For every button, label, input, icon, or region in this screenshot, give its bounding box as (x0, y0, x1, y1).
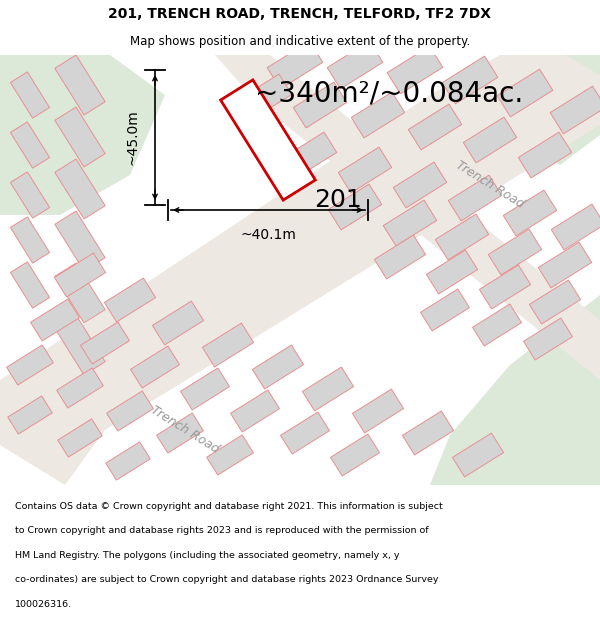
Text: Map shows position and indicative extent of the property.: Map shows position and indicative extent… (130, 35, 470, 48)
Polygon shape (215, 55, 600, 380)
Text: to Crown copyright and database rights 2023 and is reproduced with the permissio: to Crown copyright and database rights 2… (15, 526, 428, 535)
Polygon shape (538, 242, 592, 288)
Polygon shape (80, 322, 130, 364)
Polygon shape (55, 253, 106, 297)
Polygon shape (328, 184, 382, 230)
Polygon shape (497, 69, 553, 117)
Polygon shape (221, 80, 316, 200)
Polygon shape (479, 265, 530, 309)
Polygon shape (31, 299, 79, 341)
Text: co-ordinates) are subject to Crown copyright and database rights 2023 Ordnance S: co-ordinates) are subject to Crown copyr… (15, 575, 439, 584)
Text: ~45.0m: ~45.0m (125, 109, 139, 166)
Polygon shape (430, 295, 600, 485)
Polygon shape (55, 107, 105, 167)
Polygon shape (157, 413, 203, 453)
Polygon shape (181, 368, 229, 410)
Polygon shape (10, 217, 50, 263)
Polygon shape (238, 74, 292, 120)
Polygon shape (473, 304, 521, 346)
Polygon shape (338, 147, 392, 193)
Polygon shape (10, 122, 50, 168)
Text: Trench Road: Trench Road (149, 404, 221, 456)
Polygon shape (55, 159, 105, 219)
Polygon shape (529, 280, 581, 324)
Polygon shape (8, 396, 52, 434)
Polygon shape (253, 345, 304, 389)
Polygon shape (374, 235, 425, 279)
Polygon shape (427, 250, 478, 294)
Polygon shape (463, 117, 517, 163)
Polygon shape (435, 214, 489, 260)
Polygon shape (408, 104, 462, 150)
Text: HM Land Registry. The polygons (including the associated geometry, namely x, y: HM Land Registry. The polygons (includin… (15, 551, 400, 560)
Polygon shape (448, 175, 502, 221)
Polygon shape (452, 433, 503, 477)
Polygon shape (104, 278, 155, 322)
Polygon shape (230, 390, 280, 432)
Polygon shape (7, 345, 53, 385)
Polygon shape (352, 389, 404, 433)
Polygon shape (10, 72, 50, 118)
Polygon shape (281, 412, 329, 454)
Polygon shape (293, 82, 347, 128)
Polygon shape (0, 55, 600, 485)
Polygon shape (58, 419, 102, 457)
Polygon shape (488, 229, 542, 275)
Polygon shape (206, 435, 253, 475)
Text: 100026316.: 100026316. (15, 600, 72, 609)
Polygon shape (283, 132, 337, 178)
Polygon shape (470, 55, 600, 165)
Text: ~340m²/~0.084ac.: ~340m²/~0.084ac. (255, 80, 523, 108)
Polygon shape (106, 442, 150, 480)
Polygon shape (393, 162, 447, 208)
Polygon shape (56, 368, 103, 408)
Polygon shape (55, 263, 105, 323)
Polygon shape (503, 190, 557, 236)
Polygon shape (10, 172, 50, 218)
Polygon shape (351, 92, 405, 138)
Polygon shape (421, 289, 469, 331)
Text: ~40.1m: ~40.1m (240, 228, 296, 242)
Polygon shape (551, 204, 600, 250)
Polygon shape (327, 41, 383, 89)
Polygon shape (0, 55, 165, 215)
Text: 201, TRENCH ROAD, TRENCH, TELFORD, TF2 7DX: 201, TRENCH ROAD, TRENCH, TELFORD, TF2 7… (109, 7, 491, 21)
Polygon shape (55, 315, 105, 375)
Polygon shape (518, 132, 572, 178)
Polygon shape (403, 411, 454, 455)
Polygon shape (202, 323, 254, 367)
Polygon shape (331, 434, 379, 476)
Polygon shape (267, 41, 323, 89)
Polygon shape (387, 46, 443, 94)
Text: 201: 201 (314, 188, 362, 212)
Text: Contains OS data © Crown copyright and database right 2021. This information is : Contains OS data © Crown copyright and d… (15, 502, 443, 511)
Polygon shape (383, 200, 437, 246)
Polygon shape (10, 262, 50, 308)
Polygon shape (152, 301, 203, 345)
Text: Trench Road: Trench Road (454, 159, 526, 211)
Polygon shape (131, 346, 179, 388)
Polygon shape (55, 55, 105, 115)
Polygon shape (55, 211, 105, 271)
Polygon shape (524, 318, 572, 360)
Polygon shape (442, 56, 498, 104)
Polygon shape (107, 391, 154, 431)
Polygon shape (550, 86, 600, 134)
Polygon shape (302, 367, 353, 411)
